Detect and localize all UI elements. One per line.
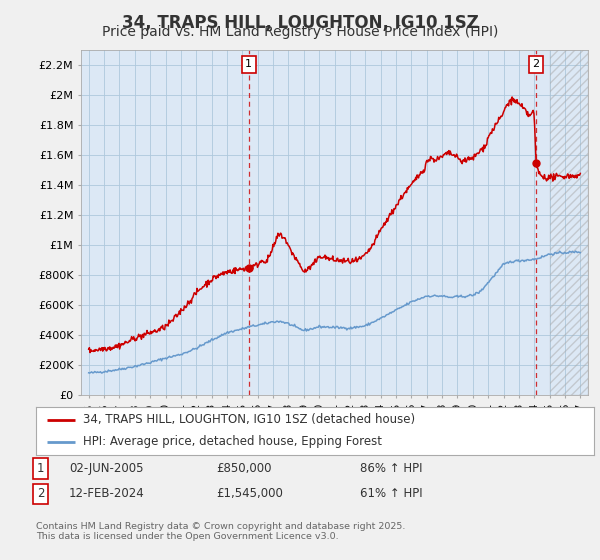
Text: HPI: Average price, detached house, Epping Forest: HPI: Average price, detached house, Eppi…	[83, 435, 382, 449]
Text: 34, TRAPS HILL, LOUGHTON, IG10 1SZ (detached house): 34, TRAPS HILL, LOUGHTON, IG10 1SZ (deta…	[83, 413, 416, 427]
Text: 1: 1	[37, 462, 44, 475]
Text: 34, TRAPS HILL, LOUGHTON, IG10 1SZ: 34, TRAPS HILL, LOUGHTON, IG10 1SZ	[122, 14, 478, 32]
Text: Price paid vs. HM Land Registry's House Price Index (HPI): Price paid vs. HM Land Registry's House …	[102, 25, 498, 39]
Text: 86% ↑ HPI: 86% ↑ HPI	[360, 462, 422, 475]
Text: 12-FEB-2024: 12-FEB-2024	[69, 487, 145, 501]
Text: Contains HM Land Registry data © Crown copyright and database right 2025.
This d: Contains HM Land Registry data © Crown c…	[36, 522, 406, 542]
Text: £1,545,000: £1,545,000	[216, 487, 283, 501]
Text: 02-JUN-2005: 02-JUN-2005	[69, 462, 143, 475]
Text: 1: 1	[245, 59, 252, 69]
Text: 2: 2	[533, 59, 539, 69]
Text: 61% ↑ HPI: 61% ↑ HPI	[360, 487, 422, 501]
Text: £850,000: £850,000	[216, 462, 271, 475]
Text: 2: 2	[37, 487, 44, 501]
